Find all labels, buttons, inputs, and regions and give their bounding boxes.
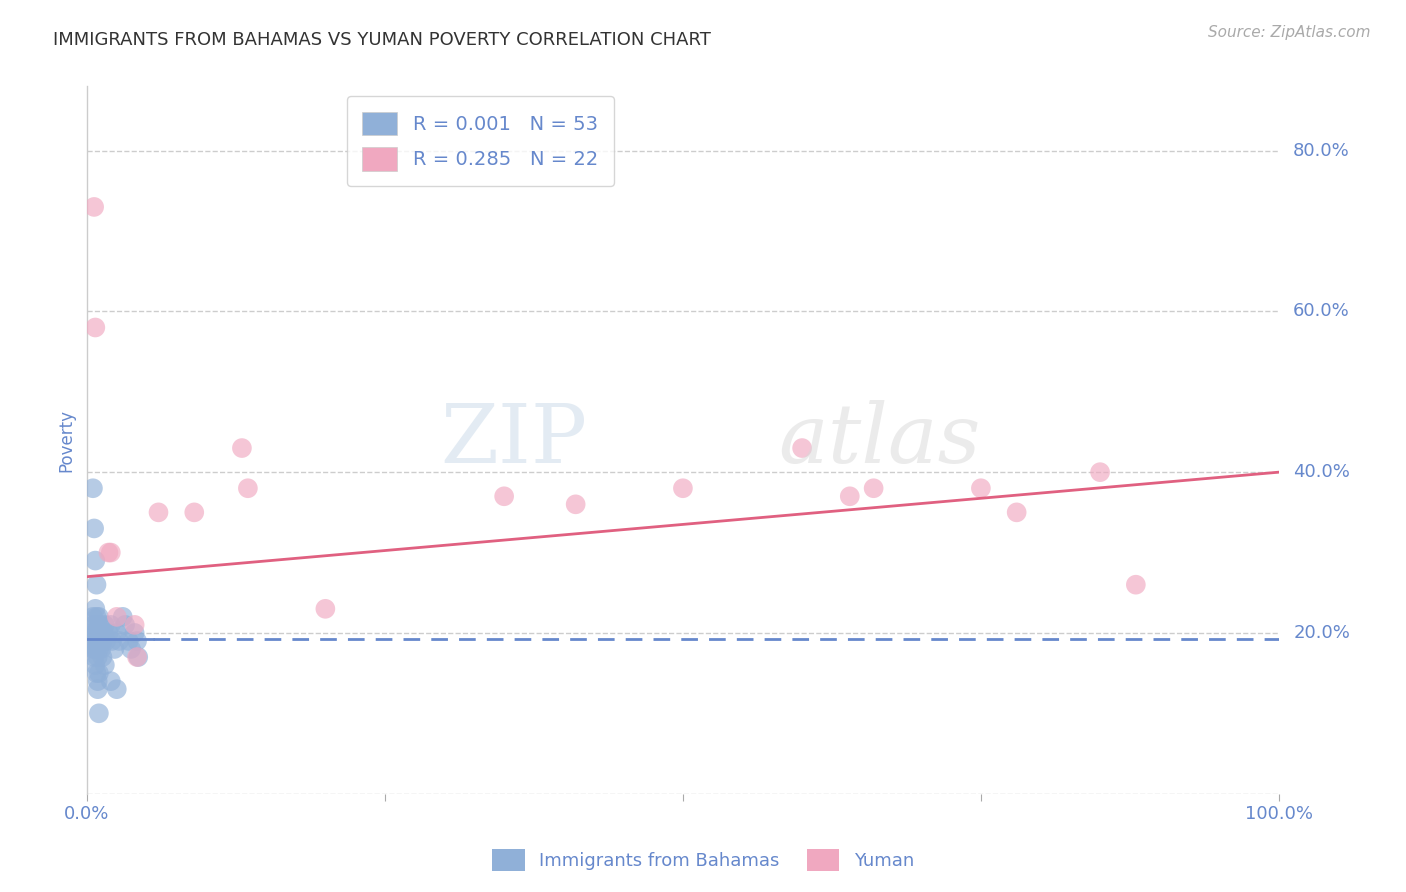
Point	[103, 642, 125, 657]
Point	[790, 441, 813, 455]
Point	[87, 706, 110, 721]
Point	[86, 682, 108, 697]
Point	[87, 626, 110, 640]
Point	[127, 650, 149, 665]
Point	[84, 642, 107, 657]
Point	[100, 618, 122, 632]
Text: 40.0%: 40.0%	[1294, 463, 1350, 481]
Point	[97, 626, 120, 640]
Point	[86, 634, 108, 648]
Point	[83, 618, 105, 632]
Point	[82, 626, 104, 640]
Legend: R = 0.001   N = 53, R = 0.285   N = 22: R = 0.001 N = 53, R = 0.285 N = 22	[347, 96, 614, 186]
Point	[86, 577, 108, 591]
Point	[108, 634, 131, 648]
Point	[120, 642, 142, 657]
Point	[86, 610, 108, 624]
Point	[87, 642, 110, 657]
Text: ZIP: ZIP	[440, 400, 588, 480]
Point	[148, 505, 170, 519]
Point	[125, 650, 148, 665]
Point	[83, 634, 105, 648]
Point	[100, 674, 122, 689]
Point	[101, 634, 124, 648]
Point	[89, 618, 111, 632]
Point	[83, 650, 105, 665]
Point	[86, 666, 108, 681]
Point	[84, 320, 107, 334]
Point	[86, 618, 108, 632]
Point	[86, 642, 108, 657]
Text: 60.0%: 60.0%	[1294, 302, 1350, 320]
Text: atlas: atlas	[779, 400, 980, 480]
Point	[970, 481, 993, 495]
Point	[236, 481, 259, 495]
Point	[672, 481, 695, 495]
Point	[82, 642, 104, 657]
Point	[84, 626, 107, 640]
Point	[84, 658, 107, 673]
Text: Source: ZipAtlas.com: Source: ZipAtlas.com	[1208, 25, 1371, 40]
Point	[105, 682, 128, 697]
Point	[494, 489, 516, 503]
Point	[1088, 465, 1111, 479]
Point	[97, 545, 120, 559]
Point	[183, 505, 205, 519]
Point	[83, 521, 105, 535]
Point	[84, 602, 107, 616]
Point	[862, 481, 884, 495]
Point	[93, 626, 115, 640]
Point	[91, 634, 114, 648]
Point	[111, 610, 134, 624]
Point	[105, 626, 128, 640]
Point	[114, 618, 136, 632]
Point	[84, 553, 107, 567]
Point	[86, 650, 108, 665]
Text: 20.0%: 20.0%	[1294, 624, 1350, 642]
Point	[86, 674, 108, 689]
Point	[564, 497, 586, 511]
Point	[94, 618, 117, 632]
Point	[86, 626, 108, 640]
Point	[87, 666, 110, 681]
Point	[82, 481, 104, 495]
Point	[100, 545, 122, 559]
Point	[231, 441, 253, 455]
Point	[82, 610, 104, 624]
Point	[89, 634, 111, 648]
Point	[83, 200, 105, 214]
Text: IMMIGRANTS FROM BAHAMAS VS YUMAN POVERTY CORRELATION CHART: IMMIGRANTS FROM BAHAMAS VS YUMAN POVERTY…	[53, 31, 711, 49]
Point	[1005, 505, 1028, 519]
Point	[90, 642, 112, 657]
Legend: Immigrants from Bahamas, Yuman: Immigrants from Bahamas, Yuman	[485, 842, 921, 879]
Point	[124, 626, 146, 640]
Point	[125, 634, 148, 648]
Point	[314, 602, 336, 616]
Point	[124, 618, 146, 632]
Point	[87, 610, 110, 624]
Point	[94, 658, 117, 673]
Point	[90, 626, 112, 640]
Point	[94, 634, 117, 648]
Point	[105, 610, 128, 624]
Point	[118, 634, 141, 648]
Point	[838, 489, 860, 503]
Point	[1125, 577, 1147, 591]
Y-axis label: Poverty: Poverty	[58, 409, 75, 472]
Text: 80.0%: 80.0%	[1294, 142, 1350, 160]
Point	[91, 650, 114, 665]
